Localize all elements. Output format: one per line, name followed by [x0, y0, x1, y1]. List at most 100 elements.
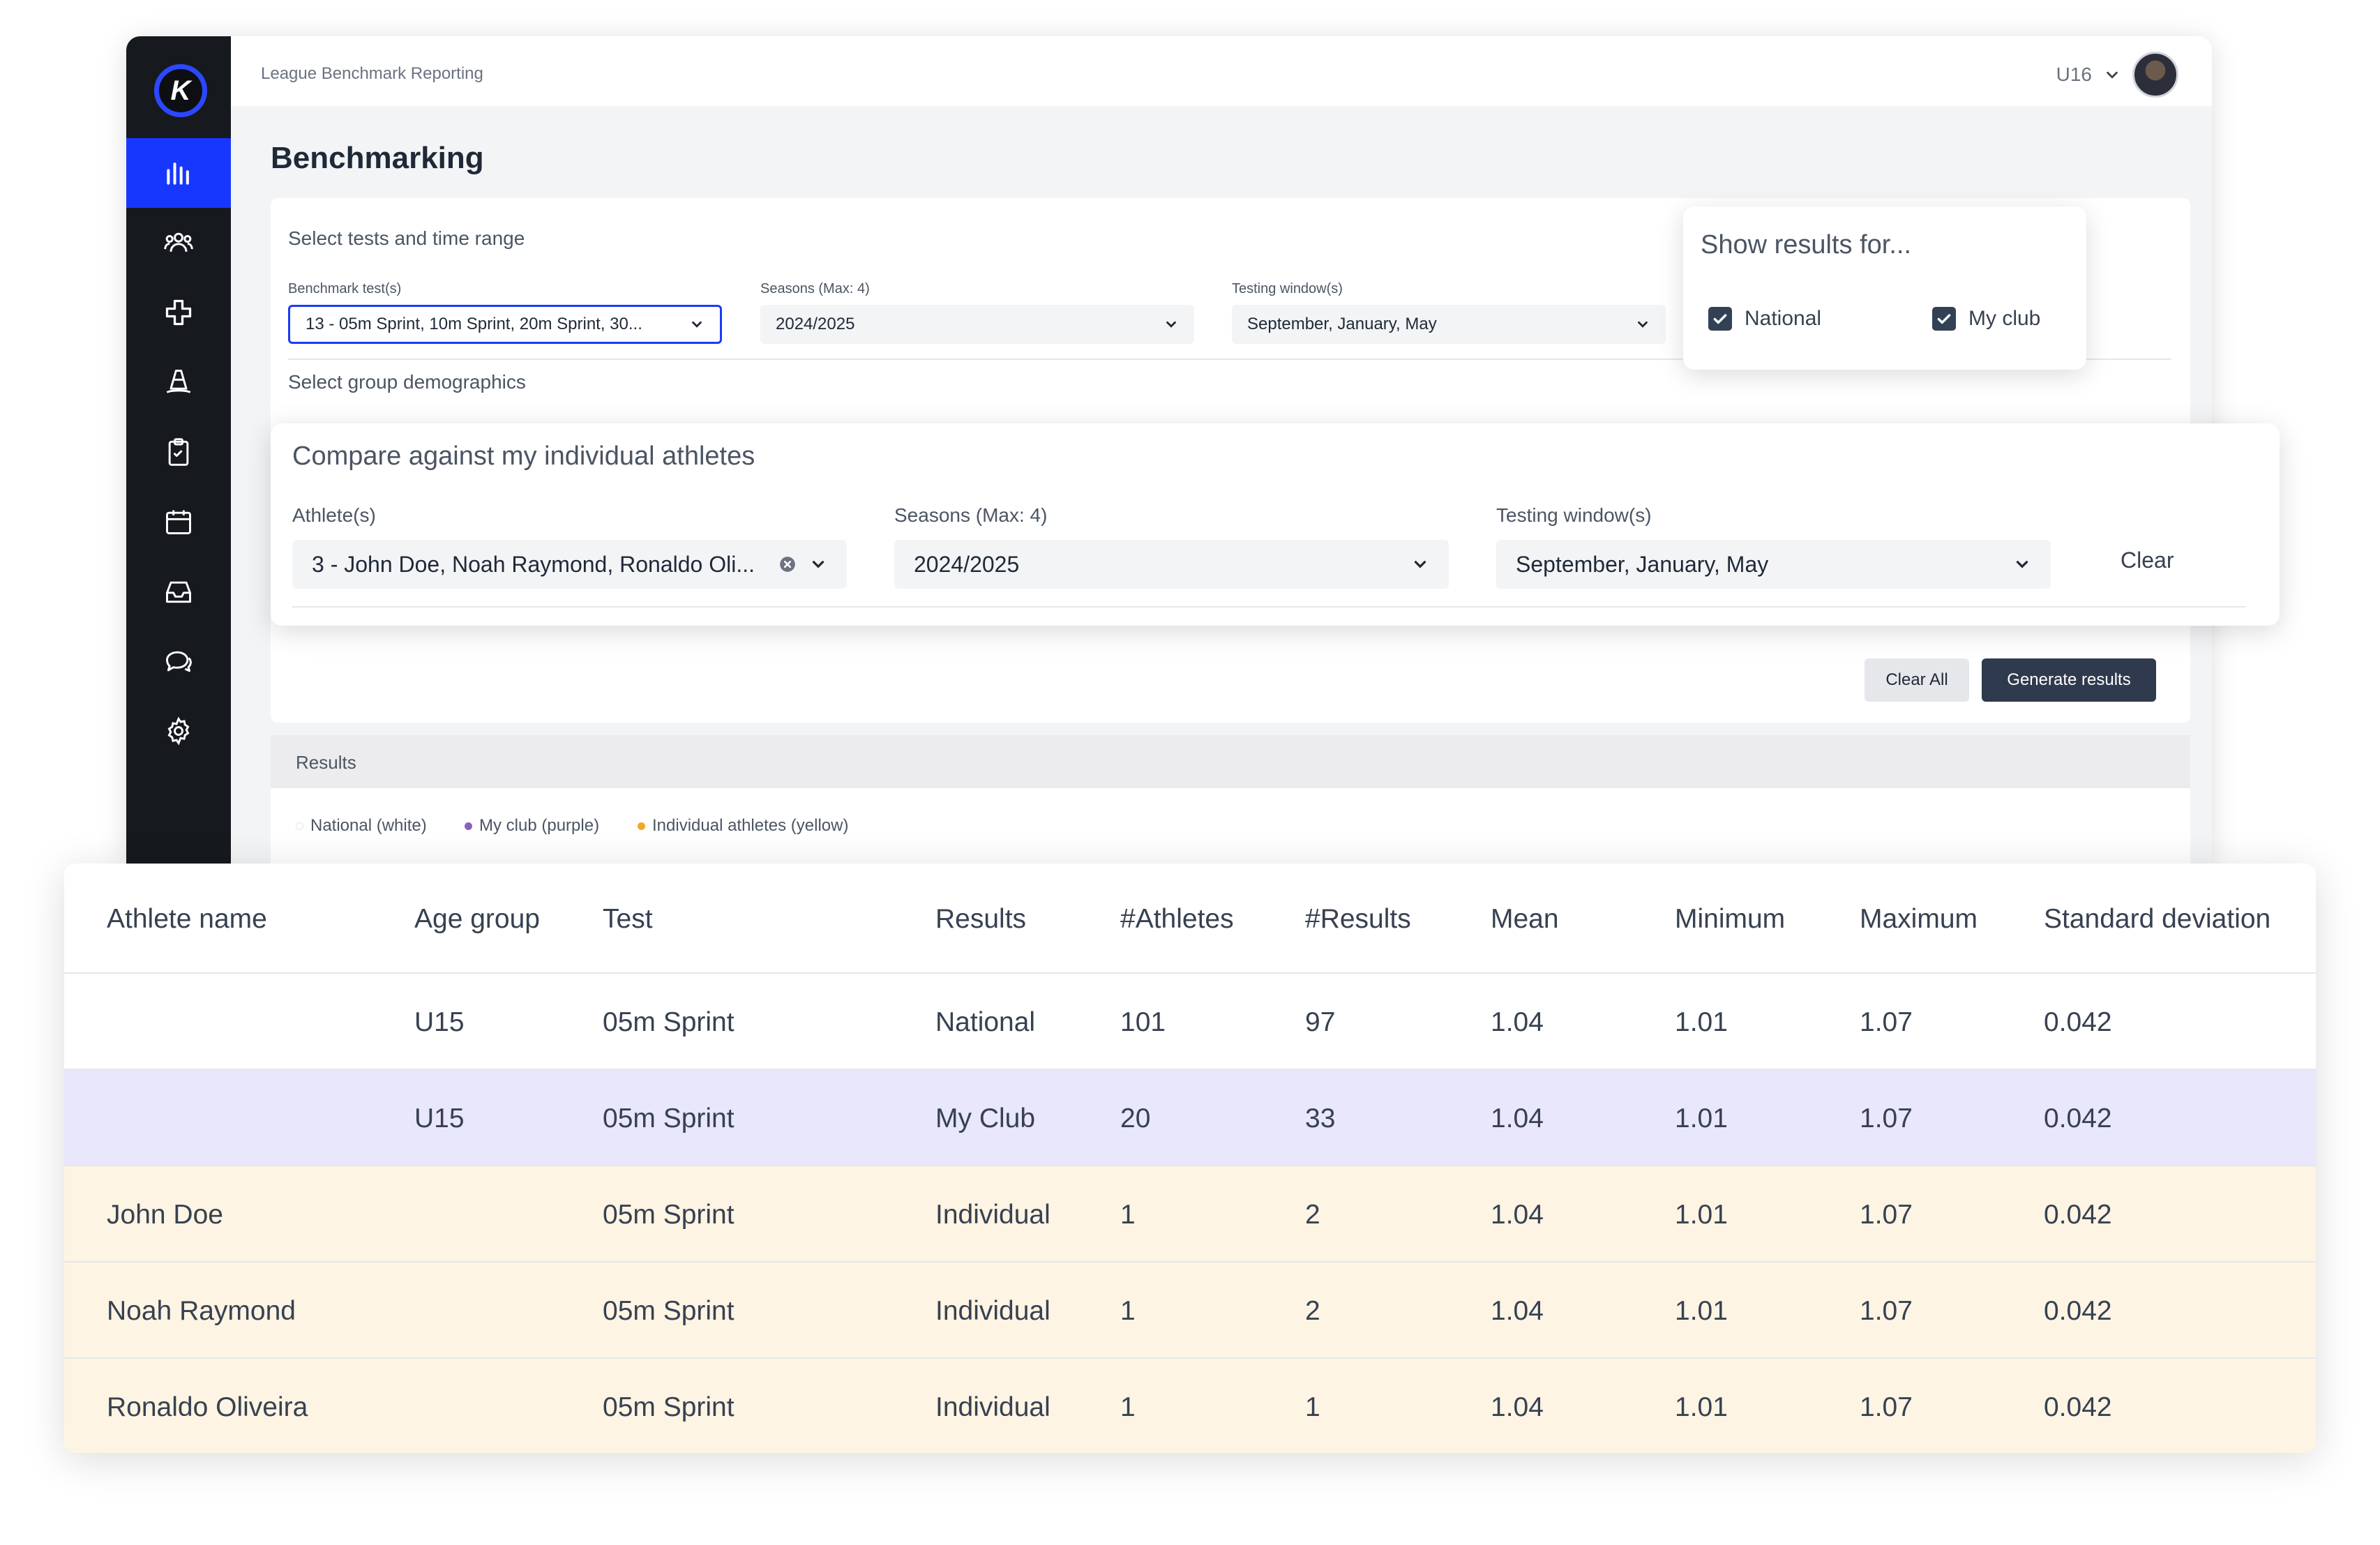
- cell-maximum: 1.07: [1860, 1103, 1913, 1133]
- my-club-checkbox[interactable]: My club: [1932, 307, 2040, 331]
- col-maximum[interactable]: Maximum: [1860, 904, 1978, 934]
- col-results-count[interactable]: #Results: [1305, 904, 1411, 934]
- checkbox-checked-icon[interactable]: [1708, 307, 1732, 331]
- cell-athlete-name: John Doe: [107, 1200, 223, 1230]
- nav-reports[interactable]: [126, 417, 231, 487]
- compare-divider: [292, 606, 2245, 608]
- checkbox-checked-icon[interactable]: [1932, 307, 1956, 331]
- col-standard-deviation[interactable]: Standard deviation: [2044, 904, 2271, 934]
- cell-standard-deviation: 0.042: [2044, 1007, 2112, 1037]
- cell-results-count: 97: [1305, 1007, 1336, 1037]
- cell-results-count: 33: [1305, 1103, 1336, 1133]
- compare-title: Compare against my individual athletes: [292, 442, 755, 471]
- gear-icon: [167, 716, 190, 746]
- cell-age-group: U15: [414, 1103, 465, 1133]
- nav-benchmarking[interactable]: [126, 138, 231, 208]
- cell-test: 05m Sprint: [603, 1392, 735, 1422]
- national-checkbox[interactable]: National: [1708, 307, 1821, 331]
- national-checkbox-label: National: [1745, 307, 1822, 330]
- cell-results-count: 2: [1305, 1200, 1320, 1230]
- breadcrumb: League Benchmark Reporting: [261, 64, 483, 83]
- athletes-label: Athlete(s): [292, 504, 376, 526]
- compare-testing-window-select[interactable]: September, January, May: [1496, 540, 2051, 589]
- chevron-down-icon: [812, 561, 824, 568]
- athletes-select[interactable]: 3 - John Doe, Noah Raymond, Ronaldo Oli.…: [292, 540, 847, 589]
- page-title: Benchmarking: [271, 141, 484, 175]
- cell-minimum: 1.01: [1675, 1296, 1728, 1326]
- athletes-value: 3 - John Doe, Noah Raymond, Ronaldo Oli.…: [312, 551, 755, 577]
- avatar[interactable]: [2132, 52, 2178, 98]
- app-logo[interactable]: K: [154, 64, 207, 117]
- compare-seasons-value: 2024/2025: [914, 551, 1020, 577]
- calendar-icon: [166, 510, 191, 534]
- cell-minimum: 1.01: [1675, 1103, 1728, 1133]
- cell-standard-deviation: 0.042: [2044, 1392, 2112, 1422]
- col-minimum[interactable]: Minimum: [1675, 904, 1786, 934]
- col-age-group[interactable]: Age group: [414, 904, 540, 934]
- users-icon: [164, 232, 193, 252]
- clear-selection-icon[interactable]: [778, 555, 797, 573]
- col-mean[interactable]: Mean: [1491, 904, 1559, 934]
- cell-minimum: 1.01: [1675, 1200, 1728, 1230]
- table-row[interactable]: Ronaldo Oliveira 05m Sprint Individual 1 1 1.…: [64, 1359, 2316, 1453]
- cell-standard-deviation: 0.042: [2044, 1200, 2112, 1230]
- col-athletes-count[interactable]: #Athletes: [1120, 904, 1234, 934]
- team-label: U16: [2056, 63, 2092, 85]
- cell-athlete-name: Noah Raymond: [107, 1296, 296, 1326]
- cell-maximum: 1.07: [1860, 1200, 1913, 1230]
- cell-maximum: 1.07: [1860, 1296, 1913, 1326]
- cell-results: National: [935, 1007, 1036, 1037]
- col-athlete-name[interactable]: Athlete name: [107, 904, 267, 934]
- logo-mark-icon: K: [170, 75, 191, 106]
- cell-minimum: 1.01: [1675, 1007, 1728, 1037]
- nav-settings[interactable]: [126, 696, 231, 766]
- cell-standard-deviation: 0.042: [2044, 1296, 2112, 1326]
- compare-testing-window-label: Testing window(s): [1496, 504, 1652, 526]
- cell-standard-deviation: 0.042: [2044, 1103, 2112, 1133]
- col-test[interactable]: Test: [603, 904, 653, 934]
- cell-mean: 1.04: [1491, 1296, 1544, 1326]
- compare-clear-button[interactable]: Clear: [2121, 548, 2174, 573]
- table-row[interactable]: U15 05m Sprint My Club 20 33 1.04 1.01 1.07 0.04…: [64, 1070, 2316, 1166]
- cell-results-count: 1: [1305, 1392, 1320, 1422]
- compare-testing-window-value: September, January, May: [1516, 551, 1769, 577]
- table-row[interactable]: Noah Raymond 05m Sprint Individual 1 2 1.04 1.…: [64, 1263, 2316, 1359]
- cell-test: 05m Sprint: [603, 1296, 735, 1326]
- training-cone-icon: [166, 370, 191, 393]
- chat-icon: [166, 651, 192, 672]
- table-row[interactable]: John Doe 05m Sprint Individual 1 2 1.04 1.01 1.…: [64, 1166, 2316, 1263]
- table-header-row: Athlete name Age group Test Results #Ath…: [64, 864, 2316, 974]
- cell-results-count: 2: [1305, 1296, 1320, 1326]
- compare-seasons-select[interactable]: 2024/2025: [894, 540, 1449, 589]
- col-results[interactable]: Results: [935, 904, 1027, 934]
- cell-results: My Club: [935, 1103, 1036, 1133]
- cell-test: 05m Sprint: [603, 1200, 735, 1230]
- cell-athletes-count: 101: [1120, 1007, 1166, 1037]
- nav-messages[interactable]: [126, 626, 231, 696]
- bar-chart-icon: [167, 163, 189, 185]
- show-results-card: Show results for... National My club: [1683, 206, 2086, 370]
- nav-training[interactable]: [126, 347, 231, 417]
- medical-cross-icon: [165, 299, 192, 326]
- team-selector[interactable]: U16: [2056, 52, 2178, 98]
- compare-seasons-label: Seasons (Max: 4): [894, 504, 1048, 526]
- my-club-checkbox-label: My club: [1968, 307, 2041, 330]
- chevron-down-icon: [2107, 71, 2118, 79]
- nav-calendar[interactable]: [126, 487, 231, 557]
- clipboard-icon: [168, 438, 189, 466]
- cell-mean: 1.04: [1491, 1007, 1544, 1037]
- cell-athletes-count: 20: [1120, 1103, 1151, 1133]
- cell-results: Individual: [935, 1200, 1050, 1230]
- nav-athletes[interactable]: [126, 208, 231, 278]
- cell-age-group: U15: [414, 1007, 465, 1037]
- chevron-down-icon: [1414, 561, 1426, 568]
- cell-athlete-name: Ronaldo Oliveira: [107, 1392, 308, 1422]
- cell-athletes-count: 1: [1120, 1392, 1136, 1422]
- table-row[interactable]: U15 05m Sprint National 101 97 1.04 1.01 1.07 0.…: [64, 974, 2316, 1070]
- results-table: Athlete name Age group Test Results #Ath…: [64, 864, 2316, 1453]
- topbar: League Benchmark Reporting U16: [231, 36, 2212, 106]
- cell-athletes-count: 1: [1120, 1296, 1136, 1326]
- show-results-title: Show results for...: [1701, 230, 1912, 259]
- nav-medical[interactable]: [126, 278, 231, 347]
- nav-inbox[interactable]: [126, 557, 231, 626]
